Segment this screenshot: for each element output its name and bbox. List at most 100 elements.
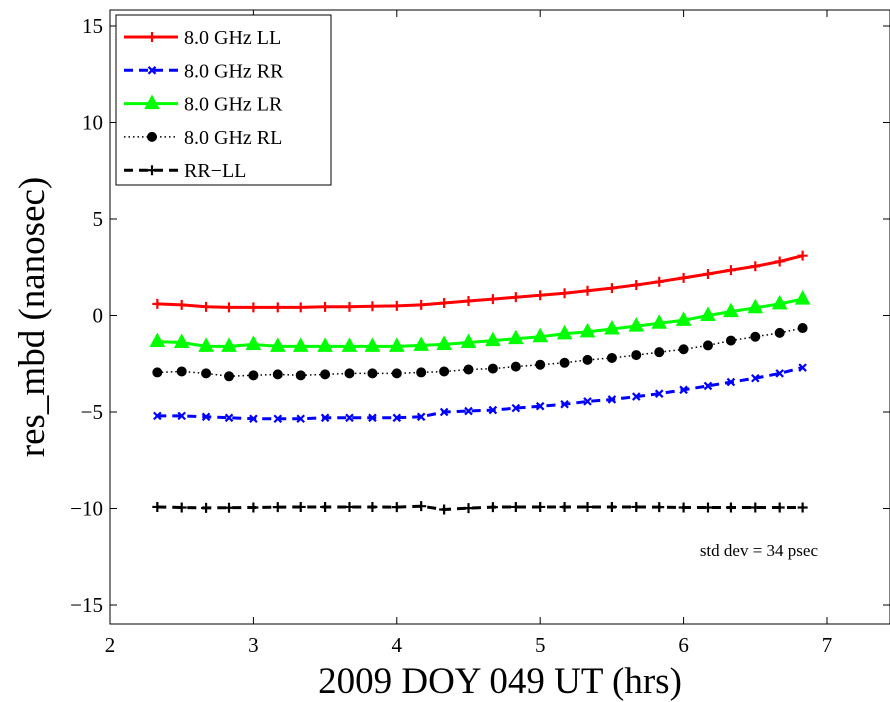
data-point: [725, 502, 736, 513]
data-point: [606, 352, 617, 363]
data-point: [320, 301, 331, 312]
data-point: [198, 337, 214, 352]
series-line: [157, 327, 803, 378]
data-point: [487, 294, 498, 305]
series-8-0-ghz-lr: [149, 290, 811, 352]
data-point: [751, 373, 760, 383]
data-point: [725, 335, 736, 346]
legend-item: RR−LL: [124, 160, 246, 182]
data-point: [272, 302, 283, 313]
data-point: [750, 331, 761, 342]
data-point: [675, 311, 692, 326]
data-point: [224, 371, 235, 382]
x-tick-label: 3: [248, 633, 259, 657]
y-tick-label: 15: [82, 14, 103, 38]
data-point: [320, 413, 330, 423]
data-point: [201, 301, 212, 312]
data-point: [631, 350, 642, 361]
data-point: [487, 363, 498, 374]
data-point: [439, 366, 450, 377]
data-point: [631, 280, 642, 291]
data-point: [535, 401, 545, 411]
data-point: [702, 269, 713, 280]
data-point: [535, 290, 546, 301]
data-point: [224, 502, 235, 513]
legend-marker: [147, 165, 157, 176]
data-point: [747, 298, 764, 314]
data-point: [391, 502, 402, 513]
data-point: [679, 385, 688, 395]
legend-marker: [147, 66, 157, 75]
series-line: [157, 366, 803, 421]
data-point: [201, 368, 212, 379]
data-point: [320, 369, 331, 380]
data-point: [152, 501, 163, 512]
data-point: [367, 501, 378, 512]
data-point: [463, 364, 474, 375]
x-axis-label: 2009 DOY 049 UT (hrs): [318, 661, 682, 702]
axis-ticks: 2 3 4 5 6 7 −15 −10 −5 0 5 10 15: [70, 10, 890, 657]
data-point: [344, 368, 355, 379]
data-point: [439, 407, 449, 417]
data-point: [607, 395, 617, 404]
legend-marker: [147, 131, 157, 142]
legend-label: 8.0 GHz RR: [184, 60, 284, 82]
data-point: [510, 501, 521, 512]
data-point: [678, 344, 689, 355]
data-point: [416, 501, 427, 512]
data-point: [775, 369, 784, 378]
legend-item: 8.0 GHz LL: [124, 27, 281, 49]
data-point: [582, 354, 593, 365]
data-point: [797, 323, 808, 334]
data-point: [317, 337, 333, 352]
data-point: [149, 332, 166, 348]
data-point: [344, 301, 355, 312]
data-point: [272, 369, 283, 380]
data-point: [439, 504, 450, 515]
data-point: [606, 501, 617, 512]
data-point: [272, 502, 283, 513]
data-point: [413, 336, 430, 351]
data-point: [176, 502, 187, 513]
data-point: [654, 389, 664, 398]
data-point: [341, 337, 358, 352]
data-point: [221, 337, 237, 352]
data-point: [606, 283, 617, 294]
data-point: [702, 502, 713, 513]
data-point: [774, 327, 785, 338]
data-point: [702, 340, 713, 351]
x-tick-label: 2: [105, 633, 116, 657]
data-point: [388, 337, 405, 352]
x-tick-label: 4: [392, 633, 403, 657]
data-point: [559, 288, 570, 299]
y-tick-label: −15: [70, 593, 103, 617]
data-point: [726, 377, 736, 387]
data-point: [368, 413, 377, 423]
legend-item: 8.0 GHz LR: [124, 94, 283, 116]
data-point: [273, 414, 283, 424]
data-point: [295, 501, 306, 512]
data-point: [559, 357, 570, 368]
data-point: [797, 502, 808, 513]
data-point: [391, 300, 402, 311]
data-point: [510, 361, 521, 372]
data-point: [152, 298, 163, 309]
y-axis-label: res_mbd (nanosec): [12, 177, 53, 457]
data-point: [556, 324, 573, 340]
data-point: [579, 322, 596, 338]
data-point: [463, 503, 474, 514]
data-point: [460, 333, 477, 349]
data-point: [367, 368, 378, 379]
data-point: [632, 392, 641, 401]
data-point: [295, 302, 306, 313]
data-point: [344, 501, 355, 512]
data-point: [797, 250, 808, 261]
data-point: [631, 501, 642, 512]
legend-marker: [147, 32, 157, 42]
data-point: [678, 272, 689, 283]
legend-label: 8.0 GHz LR: [184, 94, 283, 116]
data-point: [700, 306, 716, 321]
data-point: [392, 413, 402, 423]
data-point: [487, 502, 498, 513]
data-point: [245, 335, 262, 350]
